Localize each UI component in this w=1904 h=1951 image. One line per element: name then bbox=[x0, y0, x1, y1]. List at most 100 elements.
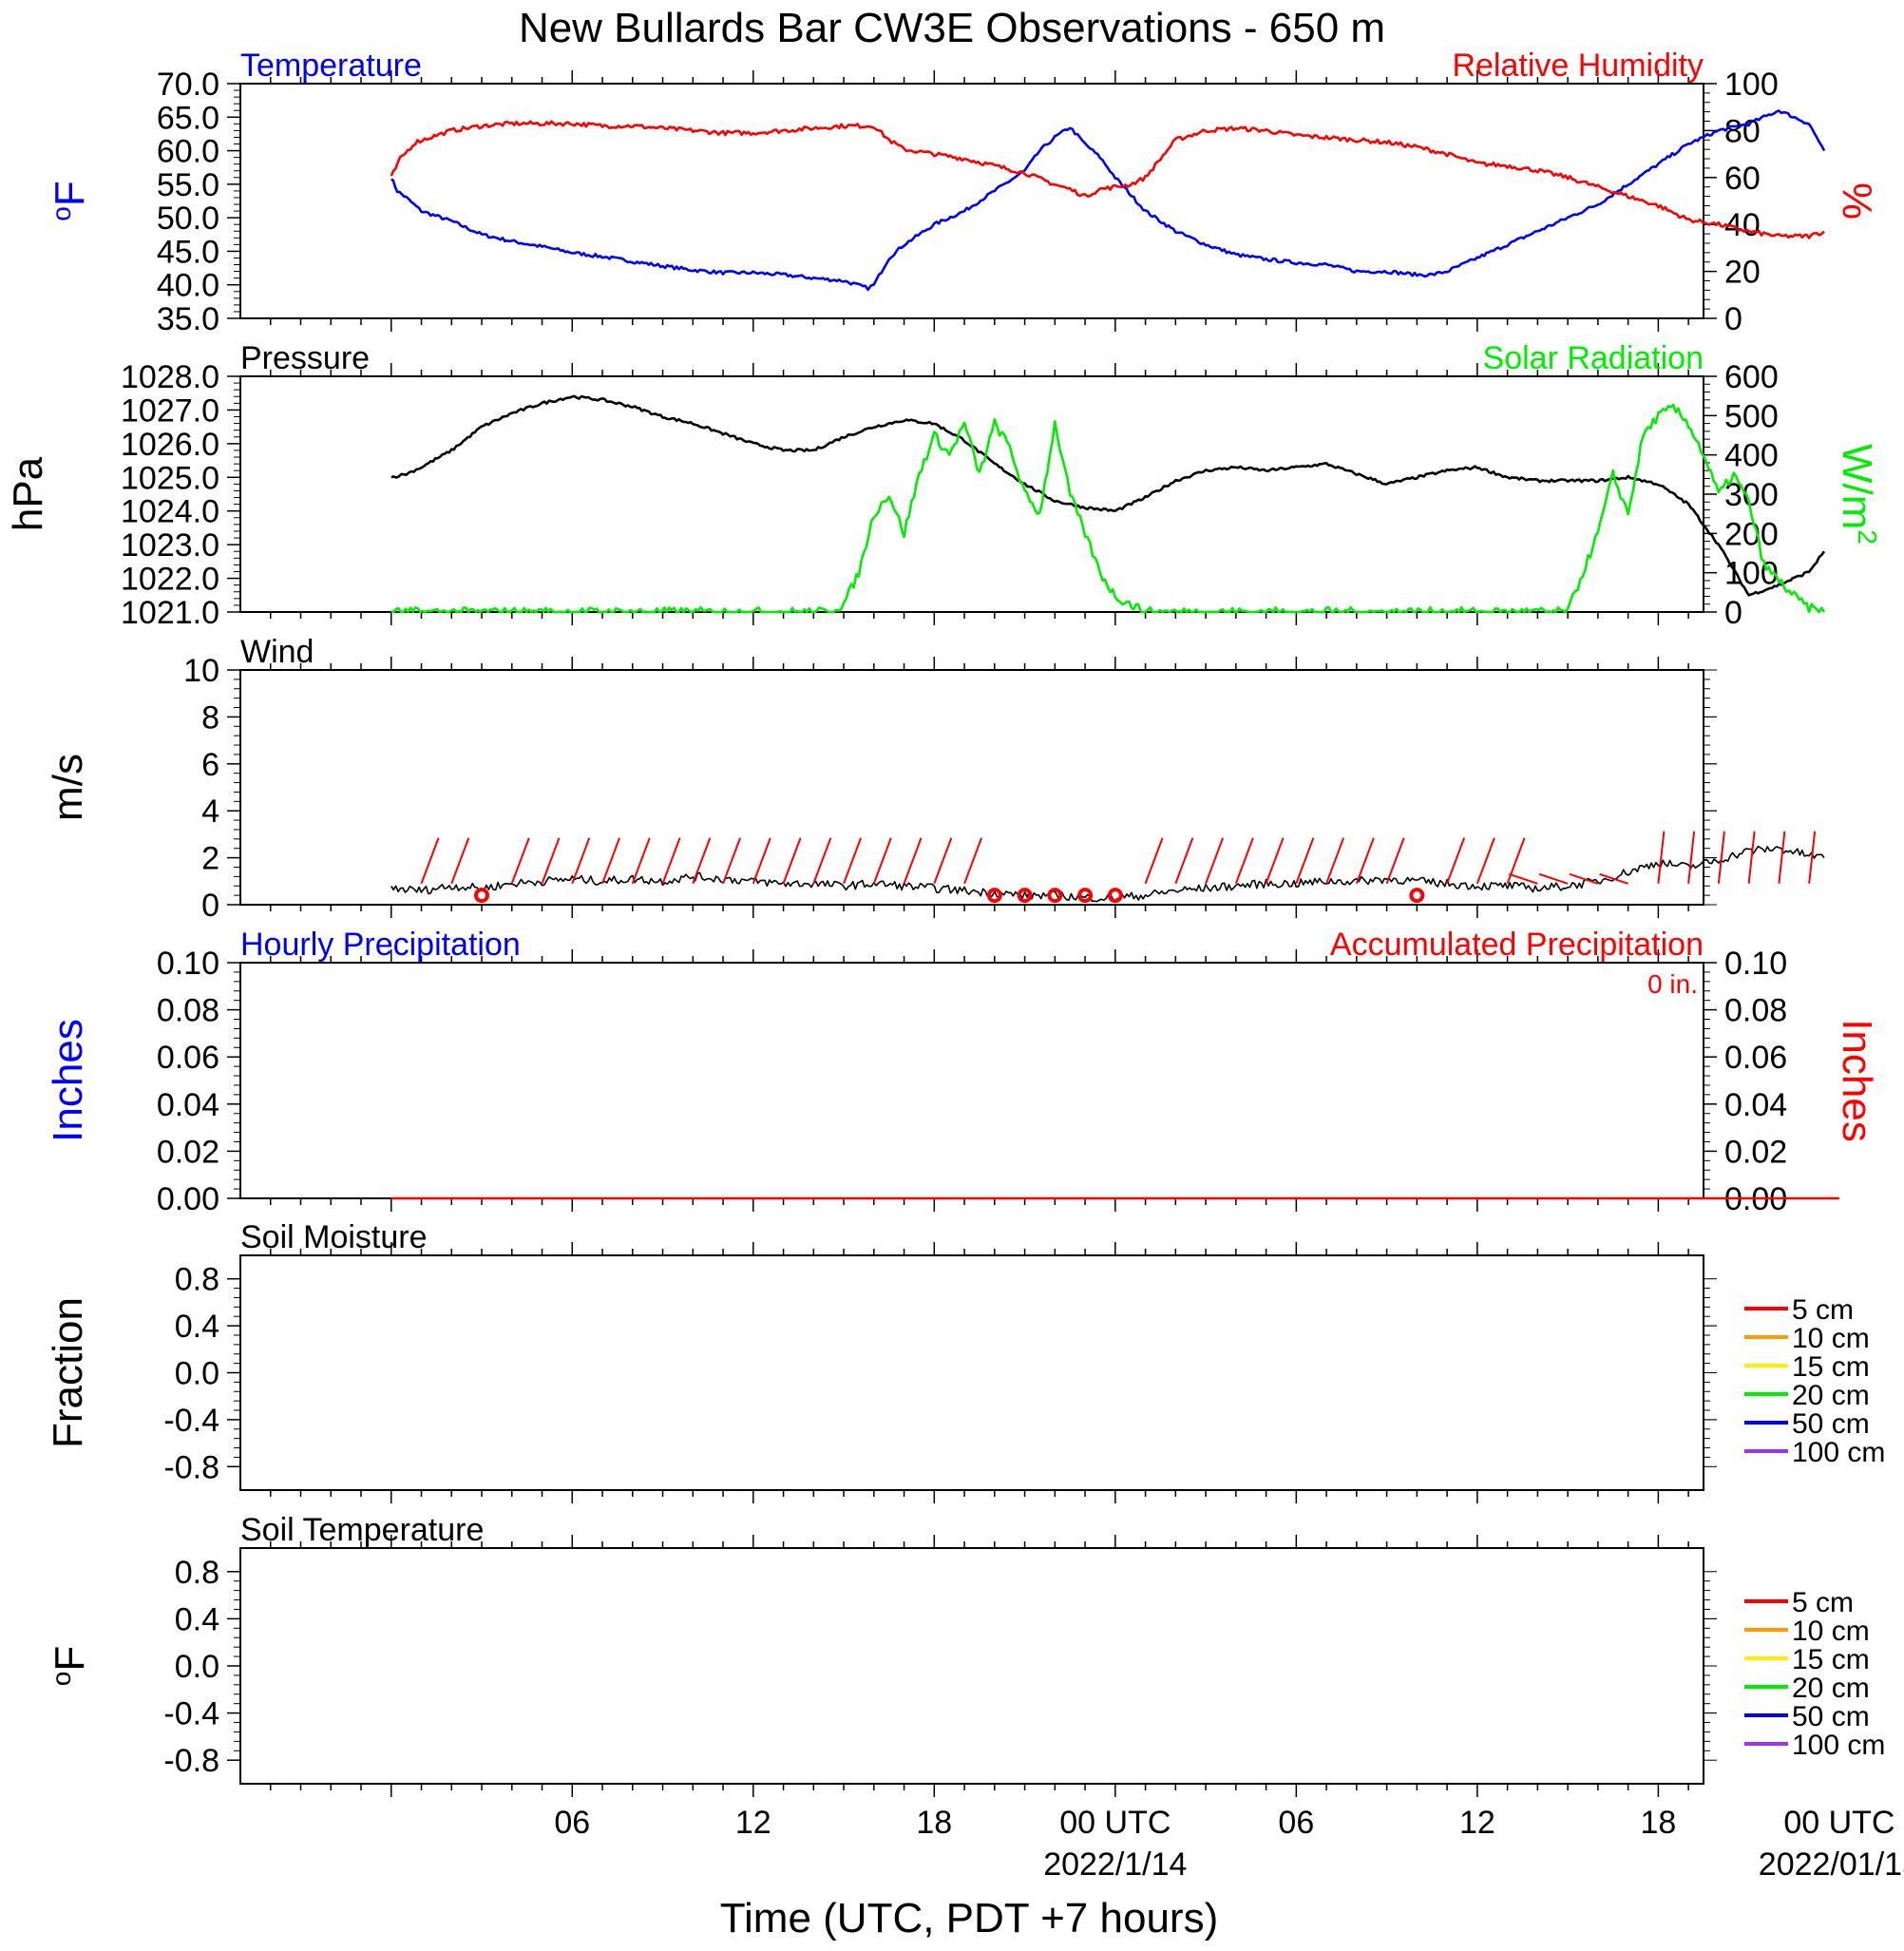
panels-group: 35.040.045.050.055.060.065.070.002040608… bbox=[5, 48, 1885, 1797]
y-tick-label-left: 0.08 bbox=[157, 993, 219, 1029]
wind-barb bbox=[601, 837, 620, 885]
wind-barb bbox=[903, 837, 923, 885]
y-tick-label-right: 300 bbox=[1724, 477, 1779, 513]
wind-barb bbox=[420, 837, 440, 885]
x-date-label: 2022/01/15 bbox=[1759, 1846, 1904, 1883]
y-tick-label-right: 0 bbox=[1724, 595, 1742, 631]
wind-barb bbox=[1265, 837, 1285, 885]
wind-barb bbox=[1506, 837, 1526, 885]
y-tick-label-left: 1025.0 bbox=[121, 460, 219, 496]
wind-barb bbox=[510, 837, 530, 885]
y-tick-label-left: 4 bbox=[201, 794, 219, 830]
y-tick-label-right: 0.06 bbox=[1724, 1040, 1787, 1076]
wind-barb bbox=[1657, 831, 1666, 884]
panel-pressure_solar: 1021.01022.01023.01024.01025.01026.01027… bbox=[5, 340, 1882, 631]
y-axis-label-right: % bbox=[1834, 182, 1880, 220]
y-tick-label-left: 0.06 bbox=[157, 1040, 219, 1076]
wind-barb bbox=[1599, 872, 1628, 885]
y-tick-label-left: 1026.0 bbox=[121, 427, 219, 463]
x-tick-label: 00 UTC bbox=[1059, 1805, 1171, 1841]
plot-frame bbox=[239, 375, 1704, 613]
panel-title-left: Pressure bbox=[240, 340, 370, 376]
y-tick-label-left: 2 bbox=[201, 841, 219, 877]
wind-barb bbox=[541, 837, 561, 885]
legend-item-label: 10 cm bbox=[1792, 1323, 1870, 1354]
y-tick-label-right: 0.04 bbox=[1724, 1087, 1787, 1123]
y-axis-label-right: W/m2 bbox=[1834, 444, 1882, 545]
y-tick-label-left: 55.0 bbox=[157, 167, 219, 203]
panel-soil_moisture: -0.8 -0.4 0.0 0.4 0.8 Soil Moisture Fraction 5 … bbox=[45, 1219, 1885, 1503]
legend-item-label: 15 cm bbox=[1792, 1644, 1870, 1675]
y-tick-label-left: 0.8 bbox=[175, 1262, 219, 1298]
x-tick-label: 18 bbox=[1640, 1805, 1676, 1841]
y-tick-label-left: 10 bbox=[183, 653, 219, 689]
wind-barb bbox=[1144, 837, 1164, 885]
wind-barb-calm bbox=[1107, 888, 1123, 904]
legend-item-label: 50 cm bbox=[1792, 1408, 1870, 1440]
y-axis-label-left: oF bbox=[47, 1646, 93, 1686]
y-tick-label-left: 0.04 bbox=[157, 1087, 219, 1123]
y-tick-label-left: 8 bbox=[201, 699, 219, 736]
legend-item-label: 100 cm bbox=[1792, 1730, 1885, 1761]
wind-barb bbox=[1385, 837, 1405, 885]
y-tick-label-right: 0.02 bbox=[1724, 1134, 1787, 1170]
panel-title-left: Temperature bbox=[240, 48, 422, 84]
wind-barb-calm bbox=[1047, 888, 1063, 904]
x-tick-label: 12 bbox=[735, 1805, 771, 1841]
wind-barb bbox=[933, 837, 953, 885]
y-tick-label-left: 0 bbox=[201, 888, 219, 924]
y-tick-label-left: -0.8 bbox=[163, 1743, 219, 1779]
wind-barb bbox=[450, 837, 470, 885]
y-tick-label-left: 1023.0 bbox=[121, 527, 219, 564]
wind-barb bbox=[1778, 831, 1786, 884]
y-tick-label-left: 1028.0 bbox=[121, 359, 219, 395]
y-axis-label-right: Inches bbox=[1834, 1019, 1880, 1142]
y-tick-label-left: 1027.0 bbox=[121, 392, 219, 429]
y-tick-label-left: -0.8 bbox=[163, 1449, 219, 1485]
wind-barb bbox=[1234, 837, 1254, 885]
plot-frame bbox=[239, 1547, 1704, 1785]
series-temperature bbox=[390, 109, 1826, 292]
panel-title-left: Soil Moisture bbox=[240, 1219, 428, 1255]
legend-item-label: 20 cm bbox=[1792, 1380, 1870, 1411]
x-tick-label: 00 UTC bbox=[1783, 1805, 1894, 1841]
panel-precip: 0.000.020.040.060.080.100.000.020.040.06… bbox=[45, 927, 1880, 1217]
y-tick-label-right: 200 bbox=[1724, 516, 1779, 552]
wind-barb bbox=[1355, 837, 1375, 885]
wind-barb-calm bbox=[1077, 888, 1094, 904]
panel-title-left: Soil Temperature bbox=[240, 1512, 484, 1548]
wind-barb bbox=[692, 837, 712, 885]
wind-barb bbox=[722, 837, 741, 885]
y-tick-label-right: 0.10 bbox=[1724, 946, 1787, 982]
y-tick-label-left: 0.0 bbox=[175, 1649, 219, 1685]
legend-item-label: 5 cm bbox=[1792, 1587, 1854, 1618]
legend-item-label: 15 cm bbox=[1792, 1351, 1870, 1383]
series-solar-radiation bbox=[390, 403, 1826, 614]
wind-barb bbox=[1446, 837, 1466, 885]
y-tick-label-left: 65.0 bbox=[157, 100, 219, 136]
wind-barb bbox=[1509, 872, 1538, 885]
plot-frame bbox=[239, 1254, 1704, 1491]
legend-item-label: 20 cm bbox=[1792, 1673, 1870, 1704]
y-tick-label-left: -0.4 bbox=[163, 1696, 219, 1732]
panel-title-left: Hourly Precipitation bbox=[240, 927, 521, 963]
y-tick-label-left: 1021.0 bbox=[121, 595, 219, 631]
y-tick-label-left: 0.02 bbox=[157, 1134, 219, 1170]
series-pressure bbox=[390, 394, 1826, 597]
y-tick-label-left: 60.0 bbox=[157, 134, 219, 170]
plot-frame bbox=[239, 83, 1704, 319]
y-tick-label-left: 70.0 bbox=[157, 67, 219, 103]
y-axis-label-left: m/s bbox=[45, 754, 91, 821]
wind-barb bbox=[1476, 837, 1495, 885]
wind-barb-calm bbox=[986, 888, 1002, 904]
wind-barb-calm bbox=[1017, 888, 1033, 904]
y-tick-label-left: 1024.0 bbox=[121, 494, 219, 530]
y-tick-label-left: 1022.0 bbox=[121, 562, 219, 598]
wind-barb bbox=[571, 837, 591, 885]
wind-barb bbox=[1174, 837, 1194, 885]
y-tick-label-left: 0.4 bbox=[175, 1601, 219, 1637]
y-tick-label-right: 500 bbox=[1724, 398, 1779, 434]
y-tick-label-left: 0.00 bbox=[157, 1181, 219, 1217]
y-tick-label-right: 0.08 bbox=[1724, 993, 1787, 1029]
